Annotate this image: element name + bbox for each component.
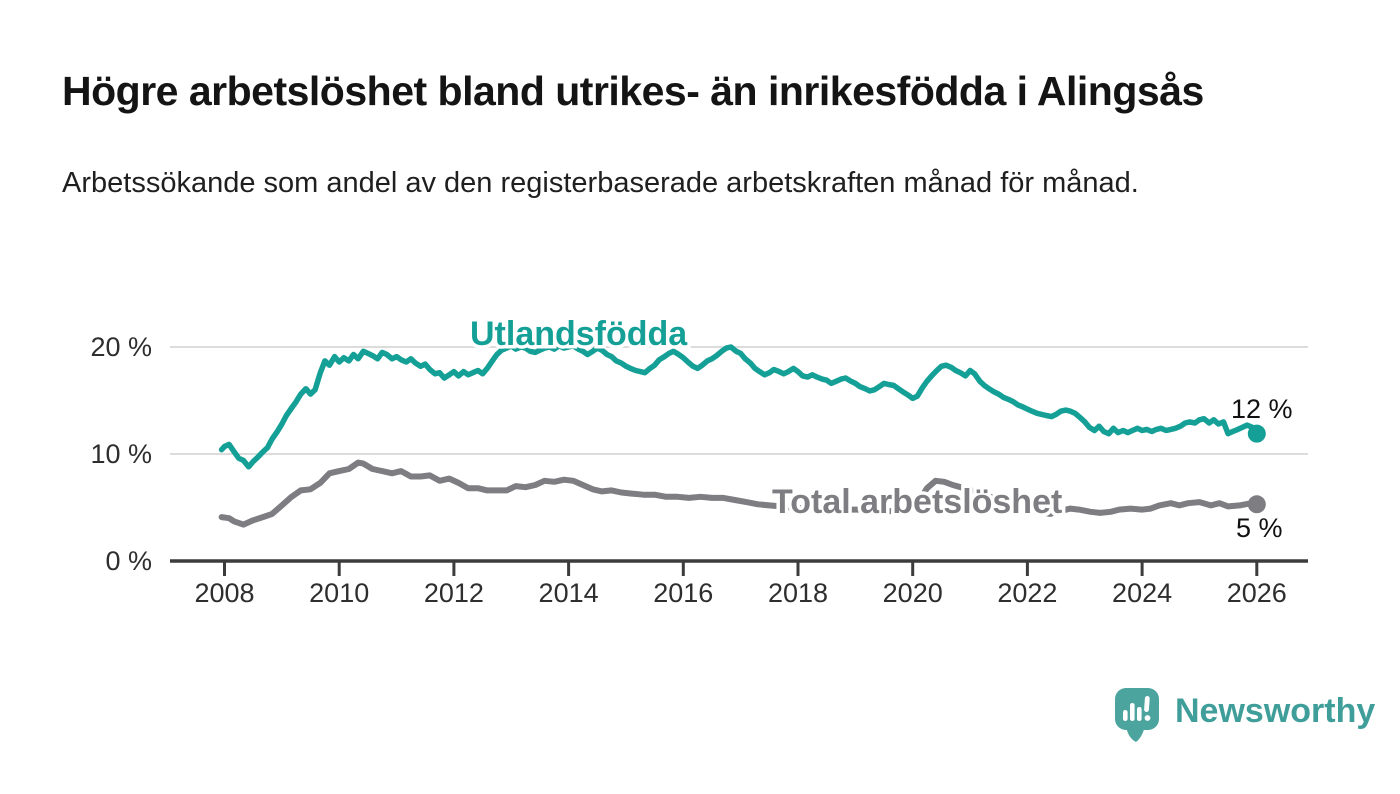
xtick-label-2020: 2020 xyxy=(883,578,943,608)
speech-bubble-shape xyxy=(1115,688,1159,730)
ytick-label-0: 0 % xyxy=(105,546,152,576)
end-value-label-utlandsfodda: 12 % xyxy=(1231,394,1293,424)
newsworthy-logo-icon xyxy=(1115,688,1159,742)
series-label-utlandsfodda: Utlandsfödda xyxy=(470,315,688,353)
bar-icon-3 xyxy=(1137,707,1142,721)
xtick-label-2008: 2008 xyxy=(194,578,254,608)
newsworthy-wordmark: Newsworthy xyxy=(1175,692,1376,730)
series-label-total-arbetsloshet: Total arbetslöshet xyxy=(772,483,1062,521)
ytick-label-20: 20 % xyxy=(90,332,152,362)
end-value-label-total: 5 % xyxy=(1236,513,1283,543)
xtick-label-2018: 2018 xyxy=(768,578,828,608)
page-title: Högre arbetslöshet bland utrikes- än inr… xyxy=(62,68,1204,114)
ytick-label-10: 10 % xyxy=(90,439,152,469)
xtick-label-2014: 2014 xyxy=(539,578,599,608)
series-line-1 xyxy=(218,459,1260,528)
xtick-label-2024: 2024 xyxy=(1112,578,1172,608)
xtick-label-2022: 2022 xyxy=(997,578,1057,608)
bar-icon-1 xyxy=(1123,710,1128,721)
xtick-label-2026: 2026 xyxy=(1227,578,1287,608)
plot-layer xyxy=(218,343,1266,528)
x-axis: 2008 2010 2012 2014 2016 2018 2020 2022 2024 2026 xyxy=(170,559,1308,608)
newsworthy-logo: Newsworthy xyxy=(1113,686,1375,746)
page-subtitle: Arbetssökande som andel av den registerb… xyxy=(62,167,1139,199)
speech-bubble-tail xyxy=(1126,726,1145,742)
series-end-dot-1 xyxy=(1247,495,1266,514)
xtick-label-2010: 2010 xyxy=(309,578,369,608)
grid-layer: 0 % 10 % 20 % xyxy=(90,332,1308,576)
series-line-0 xyxy=(218,343,1260,470)
exclamation-bar-icon xyxy=(1144,696,1150,712)
bar-icon-2 xyxy=(1130,703,1135,721)
xtick-label-2012: 2012 xyxy=(424,578,484,608)
series-end-dot-0 xyxy=(1247,424,1266,443)
exclamation-dot-icon xyxy=(1144,715,1151,721)
xtick-label-2016: 2016 xyxy=(653,578,713,608)
